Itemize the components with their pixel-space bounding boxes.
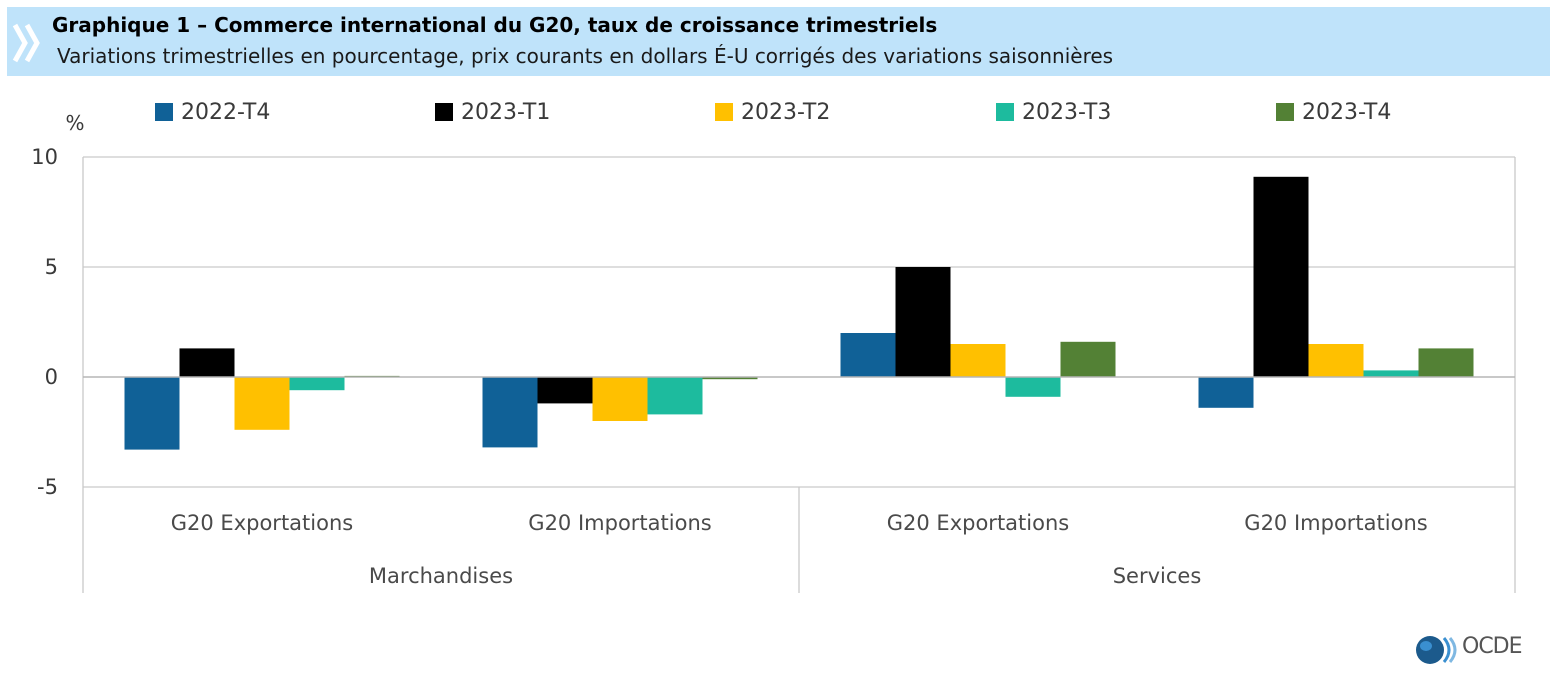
bar xyxy=(1308,344,1364,377)
y-tick-label: 5 xyxy=(45,255,58,279)
bar xyxy=(1253,176,1309,377)
bar xyxy=(124,377,180,450)
category-label: G20 Importations xyxy=(1244,511,1427,535)
bar xyxy=(1005,377,1061,397)
bar xyxy=(1363,370,1419,377)
legend-label: 2023-T3 xyxy=(1022,100,1111,125)
legend-swatch xyxy=(155,103,173,121)
bar xyxy=(895,267,951,377)
chart-header: Graphique 1 – Commerce international du … xyxy=(7,7,1550,76)
category-label: G20 Exportations xyxy=(171,511,353,535)
chart-subtitle: Variations trimestrielles en pourcentage… xyxy=(57,44,1114,68)
legend-swatch xyxy=(1276,103,1294,121)
bar xyxy=(950,344,1006,377)
bar xyxy=(1418,348,1474,377)
bar xyxy=(179,348,235,377)
bar xyxy=(482,377,538,448)
legend-label: 2023-T4 xyxy=(1302,100,1391,125)
legend-label: 2022-T4 xyxy=(181,100,270,125)
y-axis-label: % xyxy=(65,111,84,135)
bar xyxy=(647,377,703,415)
category-label: G20 Exportations xyxy=(887,511,1069,535)
category-label: G20 Importations xyxy=(528,511,711,535)
legend-swatch xyxy=(435,103,453,121)
y-tick-label: -5 xyxy=(37,475,58,499)
group-label: Marchandises xyxy=(369,564,513,588)
bar xyxy=(1060,341,1116,377)
bar xyxy=(840,333,896,377)
bar xyxy=(234,377,290,430)
bar xyxy=(289,377,345,391)
legend-swatch xyxy=(996,103,1014,121)
oecd-logo: OCDE xyxy=(1414,632,1539,668)
y-tick-label: 10 xyxy=(31,145,58,169)
oecd-globe-icon xyxy=(1416,636,1457,664)
bar xyxy=(1198,377,1254,408)
bar xyxy=(702,377,758,380)
bar xyxy=(537,377,593,404)
legend-label: 2023-T1 xyxy=(461,100,550,125)
chevron-right-icon xyxy=(12,23,40,63)
y-tick-label: 0 xyxy=(45,365,58,389)
group-label: Services xyxy=(1113,564,1202,588)
legend-swatch xyxy=(715,103,733,121)
chart-title: Graphique 1 – Commerce international du … xyxy=(52,13,938,37)
oecd-logo-text: OCDE xyxy=(1462,634,1523,659)
legend-label: 2023-T2 xyxy=(741,100,830,125)
bar xyxy=(592,377,648,421)
